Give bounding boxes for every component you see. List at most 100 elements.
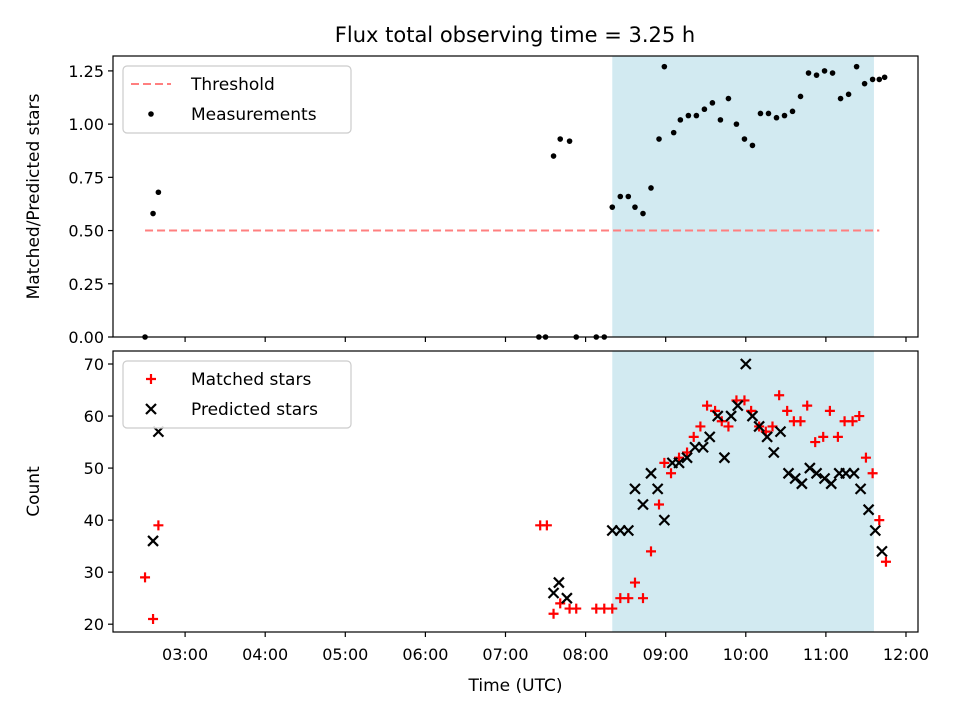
data-point [741,136,748,142]
legend: Matched stars Predicted stars [122,360,352,429]
legend-label: Measurements [191,105,317,125]
data-point [753,420,765,433]
data-point [148,613,159,624]
data-point [802,400,813,411]
data-point [673,457,685,469]
data-point [666,468,677,479]
data-point [658,514,671,526]
legend-swatch [148,111,154,117]
data-point [818,431,829,442]
data-point [761,431,773,443]
legend-label: Matched stars [191,370,311,390]
observing-span [612,351,874,632]
series-predicted-stars [147,358,888,604]
data-point [702,400,713,411]
data-point [155,189,162,196]
y-tick-label: 50 [84,459,104,478]
x-tick-label: 06:00 [402,645,448,664]
y-tick-label: 20 [84,615,104,634]
data-point [541,520,552,531]
data-point [693,112,700,119]
data-point [796,477,808,490]
data-point [701,106,708,113]
data-point [881,74,888,81]
data-point [782,405,793,416]
data-point [867,468,878,479]
data-point [853,63,860,70]
data-point [847,416,858,427]
data-point [731,399,744,412]
data-point [645,467,657,480]
data-point [681,451,693,464]
data-point [821,68,828,74]
data-point [774,390,785,401]
data-point [140,572,151,583]
y-tick-label: 1.25 [68,62,104,81]
x-tick-label: 09:00 [643,645,689,664]
data-point [810,467,823,480]
axes-frame [112,350,919,633]
data-point [622,524,635,537]
data-point [789,108,796,115]
y-tick-label: 30 [84,563,104,582]
data-point [829,70,836,76]
data-point [717,117,724,123]
x-tick-label: 07:00 [482,645,528,664]
data-point [876,545,888,558]
data-point [548,608,559,619]
data-point [648,185,654,191]
data-point [697,441,709,454]
data-point [555,598,566,609]
data-point [874,515,885,526]
data-point [623,593,634,604]
data-point [674,452,685,463]
legend-label: Threshold [190,75,275,95]
data-point [656,136,662,142]
y-axis-label: Matched/Predicted stars [24,93,44,299]
data-point [709,100,716,106]
data-point [547,587,560,599]
data-point [739,395,750,406]
data-point [832,431,843,442]
data-point [640,210,646,217]
data-point [746,410,759,422]
data-point [677,117,684,123]
data-point [566,138,573,144]
data-point [651,483,664,495]
data-point [637,498,649,511]
data-point [625,193,632,200]
data-point [805,70,812,76]
data-point [629,577,640,588]
y-tick-label: 60 [84,407,104,426]
data-point [147,535,159,547]
chart-title: Flux total observing time = 3.25 h [335,23,695,47]
data-point [848,467,860,480]
data-point [854,411,865,422]
data-point [813,72,820,78]
legend-swatch [146,374,156,384]
legend-label: Predicted stars [191,400,318,420]
y-tick-label: 1.00 [68,115,104,134]
data-point [561,592,573,604]
data-point [880,556,891,567]
data-point [862,503,875,516]
data-point [781,112,788,119]
series-measurements [142,63,888,340]
data-point [557,136,564,142]
data-point [718,451,731,464]
top-panel: 0.00 0.25 0.50 0.75 1.00 1.25 Matched/Predicte… [24,55,919,347]
data-point [869,76,876,83]
data-point [845,91,852,98]
y-tick-label: 0.75 [68,168,104,187]
data-point [150,210,156,217]
data-point [765,110,772,117]
data-point [854,483,867,495]
data-point [876,76,883,83]
data-point [810,437,821,448]
data-point [550,153,557,159]
y-tick-label: 70 [84,355,104,374]
data-point [837,95,844,102]
data-point [617,193,624,200]
y-tick-label: 0.00 [68,328,104,347]
data-point [571,603,582,614]
